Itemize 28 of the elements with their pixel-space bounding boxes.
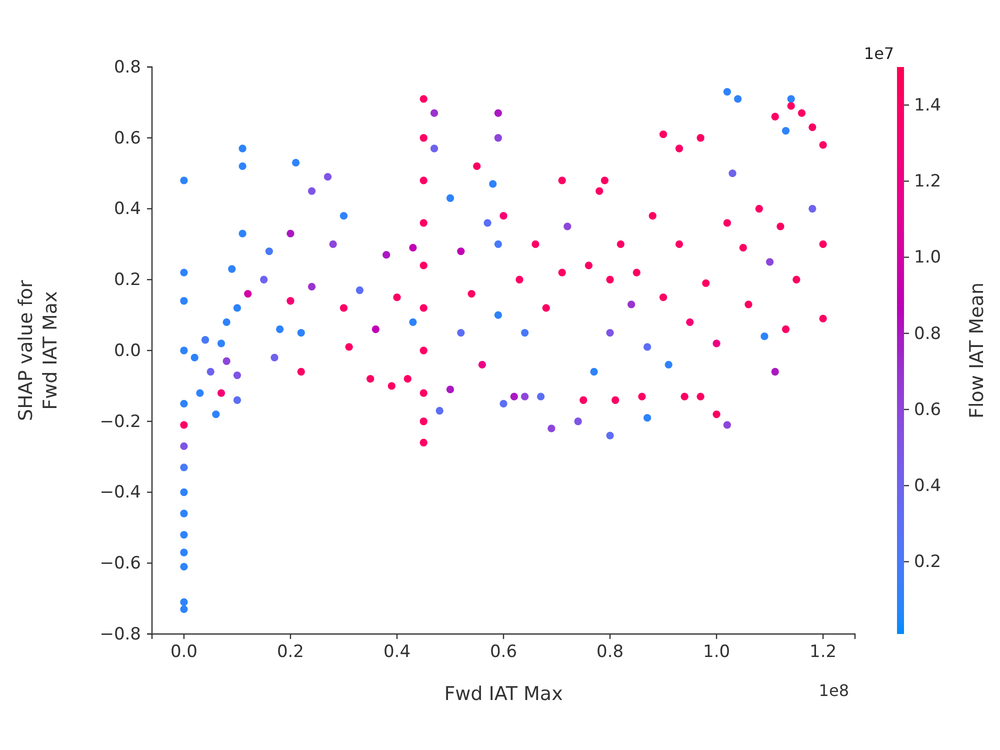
x-tick-label: 0.2 <box>276 642 304 662</box>
color-bar-label: 1.0 <box>914 248 942 268</box>
y-tick-label: −0.6 <box>100 554 141 574</box>
x-tick-label: 0.0 <box>170 642 198 662</box>
text: 1e8 <box>818 681 849 700</box>
y-tick-label: 0.6 <box>114 128 141 148</box>
y-tick-label: −0.8 <box>100 624 141 644</box>
color-bar-label: 0.6 <box>914 400 942 420</box>
color-bar-title: Flow IAT Mean <box>966 282 988 418</box>
y-axis-title: SHAP value for Fwd IAT Max <box>15 280 62 421</box>
x-tick-label: 0.6 <box>490 642 518 662</box>
x-tick-label: 1.2 <box>810 642 837 662</box>
color-bar-label: 0.8 <box>914 324 942 344</box>
color-bar-label: 0.4 <box>914 476 942 496</box>
x-axis-title: Fwd IAT Max <box>444 683 563 705</box>
color-bar-label: 1.2 <box>914 172 942 192</box>
y-tick-label: 0.8 <box>114 57 141 78</box>
y-tick-label: 0.4 <box>114 199 141 220</box>
color-bar-label: 0.2 <box>914 552 942 572</box>
y-tick-label: 0.0 <box>114 340 141 361</box>
x-tick-label: 0.8 <box>596 642 624 662</box>
color-bar-label: 1.4 <box>914 95 942 116</box>
x-tick-label: 1.0 <box>703 642 730 662</box>
text: 1e7 <box>864 44 894 63</box>
y-tick-label: −0.2 <box>100 412 141 432</box>
x-tick-label: 0.4 <box>383 642 411 662</box>
y-tick-label: 0.2 <box>114 270 141 290</box>
y-tick-label: −0.4 <box>100 482 141 503</box>
